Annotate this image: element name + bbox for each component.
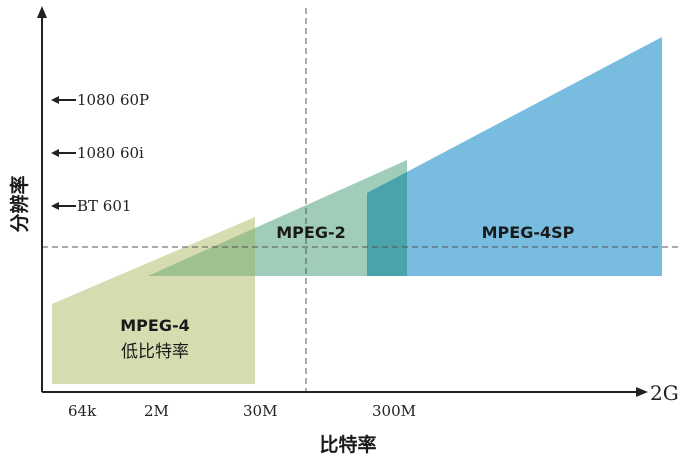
- mpeg2-mpeg4sp-overlap: [367, 172, 407, 276]
- mpeg4sp-region: [367, 37, 662, 276]
- x-tick-label: 300M: [372, 402, 416, 420]
- mpeg4sp-label: MPEG-4SP: [482, 223, 575, 242]
- resolution-arrow-head: [51, 202, 59, 210]
- x-tick-label: 30M: [243, 402, 277, 420]
- y-axis-title: 分辨率: [8, 175, 31, 232]
- mpeg4-mpeg2-overlap: [148, 228, 255, 276]
- x-axis-end-label: 2G: [650, 381, 679, 405]
- x-tick-label: 64k: [68, 402, 97, 420]
- resolution-marker-1080-60i: 1080 60i: [51, 144, 144, 162]
- resolution-label: 1080 60P: [77, 91, 149, 109]
- resolution-arrow-head: [51, 96, 59, 104]
- resolution-marker-bt601: BT 601: [51, 197, 131, 215]
- x-tick-label: 2M: [144, 402, 169, 420]
- x-axis-arrow: [636, 387, 648, 397]
- resolution-marker-1080-60p: 1080 60P: [51, 91, 149, 109]
- y-axis-arrow: [37, 6, 47, 18]
- mpeg4-sublabel: 低比特率: [121, 342, 189, 362]
- resolution-arrow-head: [51, 149, 59, 157]
- resolution-label: 1080 60i: [77, 144, 144, 162]
- mpeg2-label: MPEG-2: [276, 223, 345, 242]
- mpeg4-label: MPEG-4: [120, 316, 189, 335]
- resolution-label: BT 601: [77, 197, 131, 215]
- x-axis-title: 比特率: [319, 433, 376, 456]
